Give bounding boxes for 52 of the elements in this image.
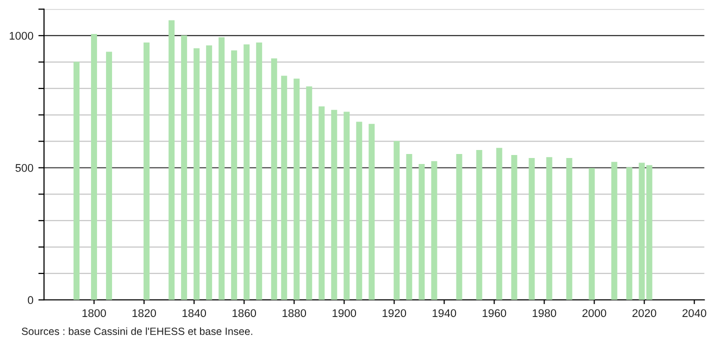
- bar: [271, 58, 278, 300]
- x-tick-label: 1820: [132, 309, 156, 318]
- bar: [546, 157, 552, 300]
- x-tick-label: 1880: [282, 309, 306, 318]
- bar: [306, 86, 312, 300]
- bar: [528, 158, 535, 300]
- y-tick-label: 0: [28, 296, 34, 304]
- bar: [496, 148, 502, 300]
- bar: [394, 141, 400, 300]
- bar: [218, 37, 225, 300]
- x-tick-label: 1860: [232, 309, 256, 318]
- bar: [566, 158, 572, 300]
- bar: [231, 50, 238, 300]
- bar: [344, 112, 350, 300]
- bar: [256, 42, 262, 300]
- source-note: Sources : base Cassini de l'EHESS et base Insee.: [22, 327, 252, 336]
- bar: [91, 34, 98, 300]
- x-tick-label: 1840: [182, 309, 206, 318]
- bar: [611, 162, 618, 300]
- x-tick-label: 1800: [82, 309, 106, 318]
- bar: [294, 78, 300, 300]
- x-tick-label: 1920: [382, 309, 406, 318]
- bar: [476, 150, 482, 300]
- bar: [106, 52, 112, 300]
- bar: [281, 76, 288, 300]
- bar: [168, 20, 175, 300]
- bar: [418, 164, 425, 300]
- y-tick-label: 500: [16, 164, 34, 172]
- x-tick-label: 2000: [582, 309, 606, 318]
- bar: [194, 48, 200, 300]
- bar: [244, 44, 250, 300]
- bar: [356, 122, 362, 300]
- bar: [588, 168, 595, 300]
- bar: [206, 45, 212, 300]
- bar: [456, 154, 462, 300]
- bar: [511, 155, 518, 300]
- x-tick-label: 2040: [682, 309, 706, 318]
- x-tick-label: 1960: [482, 309, 506, 318]
- bar: [431, 161, 438, 300]
- bar: [368, 124, 375, 300]
- bar: [181, 35, 188, 300]
- x-tick-label: 1980: [532, 309, 556, 318]
- bar: [406, 154, 412, 300]
- bar: [626, 167, 632, 300]
- bar: [331, 110, 338, 300]
- x-tick-label: 2020: [632, 309, 656, 318]
- bar: [318, 106, 325, 300]
- x-tick-label: 1940: [432, 309, 456, 318]
- bar: [144, 42, 150, 300]
- y-tick-label: 1000: [10, 32, 34, 40]
- x-tick-label: 1900: [332, 309, 356, 318]
- bar: [74, 62, 80, 300]
